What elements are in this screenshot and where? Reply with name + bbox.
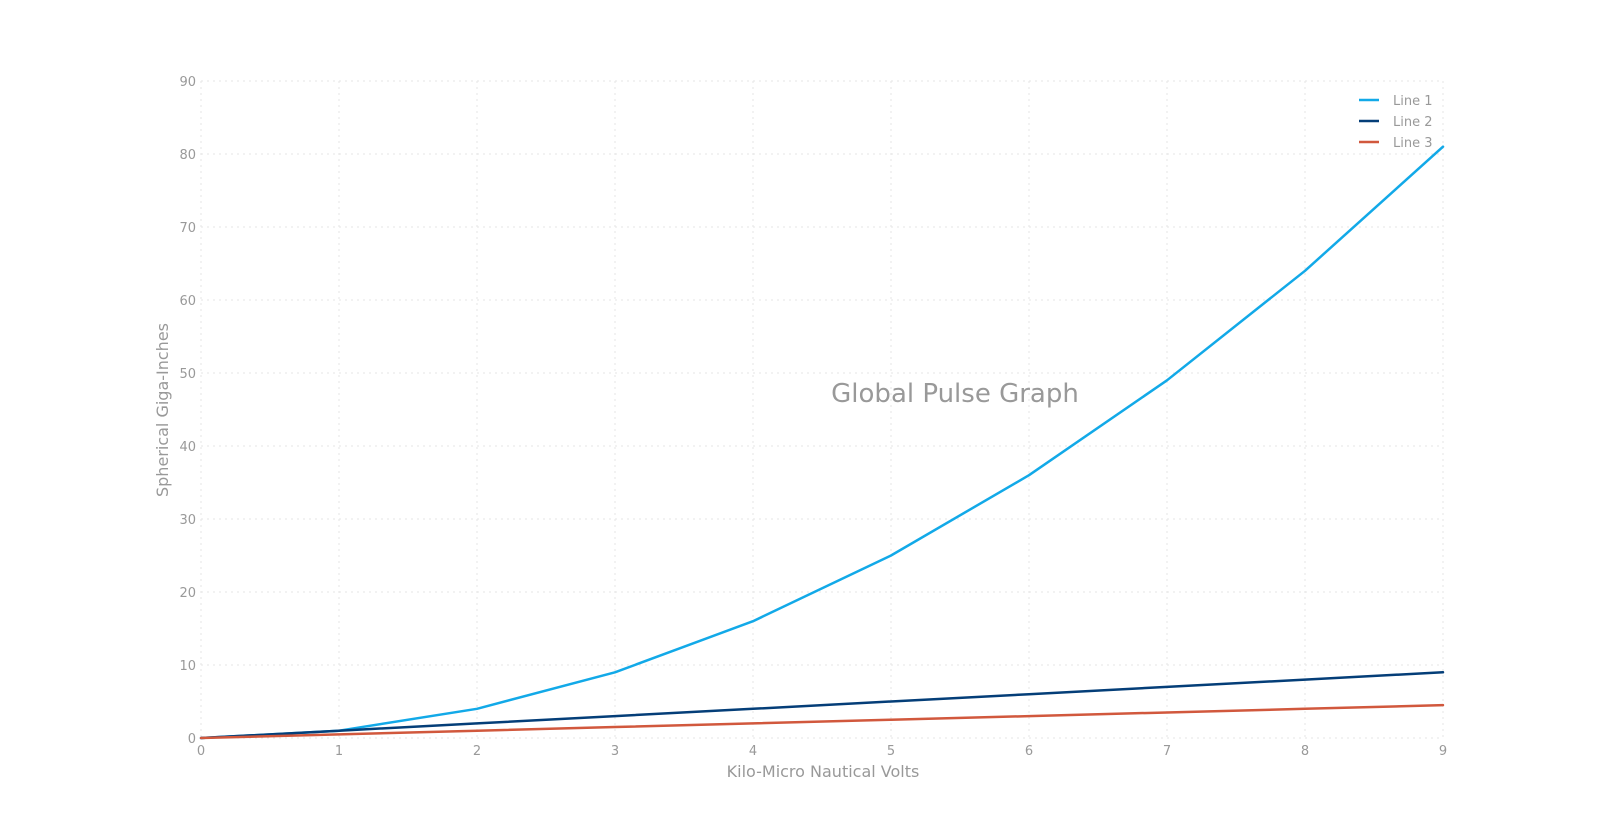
series-line-2 bbox=[199, 671, 1445, 740]
y-tick-label: 70 bbox=[179, 221, 196, 236]
y-tick-label: 20 bbox=[179, 586, 196, 601]
x-tick-label: 2 bbox=[473, 744, 481, 759]
x-tick-label: 1 bbox=[335, 744, 343, 759]
x-tick-label: 5 bbox=[887, 744, 895, 759]
x-tick-label: 7 bbox=[1163, 744, 1171, 759]
y-tick-label: 50 bbox=[179, 367, 196, 382]
x-axis-ticks: 0 1 2 3 4 5 6 7 8 9 bbox=[197, 744, 1447, 759]
legend-item: Line 1 bbox=[1359, 94, 1433, 109]
y-tick-label: 40 bbox=[179, 440, 196, 455]
chart-title: Global Pulse Graph bbox=[831, 379, 1079, 409]
x-tick-label: 3 bbox=[611, 744, 619, 759]
x-tick-label: 9 bbox=[1439, 744, 1447, 759]
y-axis-ticks: 0 10 20 30 40 50 60 70 80 90 bbox=[179, 75, 196, 747]
series-line-3 bbox=[199, 703, 1445, 740]
x-tick-label: 6 bbox=[1025, 744, 1033, 759]
series-lines bbox=[199, 145, 1445, 740]
series-line-1 bbox=[199, 145, 1445, 740]
legend-item: Line 3 bbox=[1359, 136, 1433, 151]
legend-item: Line 2 bbox=[1359, 115, 1433, 130]
legend-label: Line 3 bbox=[1393, 136, 1433, 151]
x-axis-title: Kilo-Micro Nautical Volts bbox=[727, 762, 920, 781]
y-axis-title: Spherical Giga-Inches bbox=[153, 323, 172, 497]
y-tick-label: 60 bbox=[179, 294, 196, 309]
legend: Line 1 Line 2 Line 3 bbox=[1359, 94, 1433, 151]
y-tick-label: 10 bbox=[179, 659, 196, 674]
x-tick-label: 0 bbox=[197, 744, 205, 759]
y-tick-label: 0 bbox=[188, 732, 196, 747]
y-tick-label: 80 bbox=[179, 148, 196, 163]
legend-label: Line 2 bbox=[1393, 115, 1433, 130]
y-tick-label: 30 bbox=[179, 513, 196, 528]
y-tick-label: 90 bbox=[179, 75, 196, 90]
grid bbox=[200, 80, 1444, 739]
legend-label: Line 1 bbox=[1393, 94, 1433, 109]
x-tick-label: 8 bbox=[1301, 744, 1309, 759]
x-tick-label: 4 bbox=[749, 744, 757, 759]
